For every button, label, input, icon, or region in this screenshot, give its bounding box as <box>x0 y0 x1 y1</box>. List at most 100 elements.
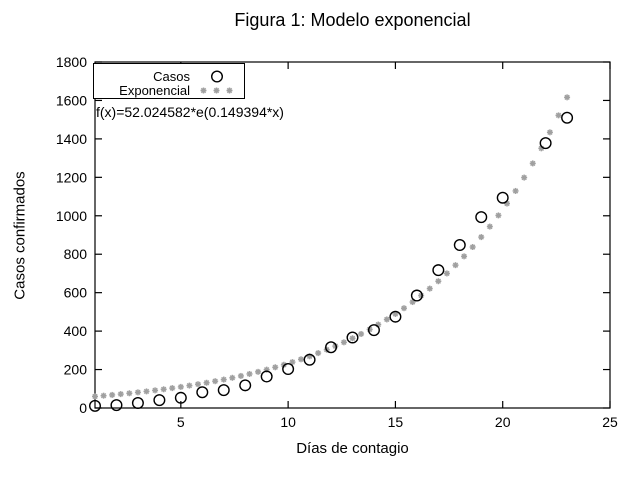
asterisk-stroke <box>332 343 339 349</box>
y-tick-label: 1000 <box>56 208 87 224</box>
exponencial-point <box>237 372 244 379</box>
asterisk-stroke <box>384 316 390 323</box>
exponencial-point <box>220 376 227 383</box>
x-tick-label: 10 <box>280 414 296 430</box>
asterisk-stroke <box>178 384 184 390</box>
asterisk-stroke <box>564 94 570 101</box>
fit-equation-annotation: f(x)=52.024582*e(0.149394*x) <box>96 104 284 120</box>
asterisk-stroke <box>512 188 519 194</box>
exponencial-point <box>92 393 98 400</box>
exponencial-point <box>409 299 416 306</box>
legend-marker-exponencial <box>226 87 233 94</box>
plot-frame <box>94 61 611 409</box>
asterisk-stroke <box>504 200 510 207</box>
asterisk-stroke <box>495 212 502 219</box>
casos-point <box>325 341 338 354</box>
x-tick-label: 15 <box>388 414 404 430</box>
exponencial-point <box>529 160 536 167</box>
casos-point <box>282 362 295 375</box>
exponencial-point <box>100 392 107 399</box>
asterisk-stroke <box>246 371 253 377</box>
asterisk-stroke <box>547 129 553 136</box>
exponencial-point <box>461 253 468 260</box>
exponencial-point <box>435 278 442 285</box>
asterisk-stroke <box>358 331 364 337</box>
casos-point <box>110 399 123 412</box>
casos-point <box>475 211 488 224</box>
casos-point <box>217 384 230 397</box>
asterisk-stroke <box>555 112 562 119</box>
exponencial-point <box>160 386 167 393</box>
exponencial-point <box>117 391 124 398</box>
y-tick-label: 600 <box>64 285 88 301</box>
exponencial-point <box>203 379 210 386</box>
casos-point <box>367 324 380 337</box>
exponencial-point <box>177 383 184 390</box>
exponencial-point <box>229 374 236 381</box>
exponencial-point <box>426 285 433 292</box>
asterisk-stroke <box>315 350 321 356</box>
y-tick-label: 1400 <box>56 131 87 147</box>
exponencial-point <box>195 381 201 388</box>
exponencial-point <box>469 244 476 251</box>
exponencial-point <box>272 364 279 371</box>
asterisk-stroke <box>452 262 459 268</box>
exponencial-point <box>109 391 116 398</box>
casos-point <box>260 370 273 383</box>
asterisk-stroke <box>186 382 193 389</box>
asterisk-stroke <box>478 234 484 240</box>
asterisk-stroke <box>349 335 356 341</box>
asterisk-stroke <box>203 380 210 386</box>
asterisk-stroke <box>221 376 227 383</box>
exponencial-point <box>546 129 553 136</box>
legend-marker-exponencial <box>213 87 220 94</box>
y-tick-label: 400 <box>64 323 88 339</box>
asterisk-stroke <box>226 87 233 94</box>
asterisk-stroke <box>444 270 450 277</box>
casos-point <box>561 111 574 124</box>
casos-point <box>303 353 316 366</box>
y-tick-label: 1800 <box>56 54 87 70</box>
casos-point <box>239 379 252 392</box>
asterisk-stroke <box>152 387 158 394</box>
asterisk-stroke <box>160 386 167 392</box>
exponencial-point <box>452 262 459 269</box>
exponencial-point <box>349 335 356 342</box>
casos-point <box>410 289 423 302</box>
asterisk-stroke <box>255 369 261 375</box>
asterisk-stroke <box>195 381 201 387</box>
casos-point <box>131 397 144 410</box>
exponencial-point <box>512 187 519 194</box>
exponencial-point <box>401 305 407 312</box>
x-tick-label: 25 <box>602 414 618 430</box>
y-tick-label: 1200 <box>56 169 87 185</box>
legend-marker-casos <box>210 70 223 83</box>
asterisk-stroke <box>289 359 296 365</box>
asterisk-stroke <box>272 364 278 370</box>
exponencial-point <box>383 316 390 323</box>
exponencial-point <box>186 382 193 389</box>
casos-point <box>153 394 166 407</box>
exponencial-point <box>366 326 373 333</box>
exponencial-point <box>255 368 262 375</box>
x-tick-label: 5 <box>177 414 185 430</box>
y-tick-label: 1600 <box>56 92 87 108</box>
casos-point <box>196 386 209 399</box>
asterisk-stroke <box>200 87 207 94</box>
casos-point <box>453 238 466 251</box>
legend-marker-exponencial <box>200 87 207 94</box>
exponencial-point <box>212 378 219 385</box>
exponencial-point <box>143 388 150 395</box>
asterisk-stroke <box>212 378 218 384</box>
exponencial-point <box>358 330 365 337</box>
casos-point <box>88 399 101 412</box>
asterisk-stroke <box>298 356 304 362</box>
asterisk-stroke <box>461 253 467 260</box>
casos-point <box>346 331 359 344</box>
asterisk-stroke <box>213 87 220 94</box>
asterisk-stroke <box>487 223 493 230</box>
exponencial-point <box>521 174 528 181</box>
chart-title: Figura 1: Modelo exponencial <box>234 10 471 30</box>
